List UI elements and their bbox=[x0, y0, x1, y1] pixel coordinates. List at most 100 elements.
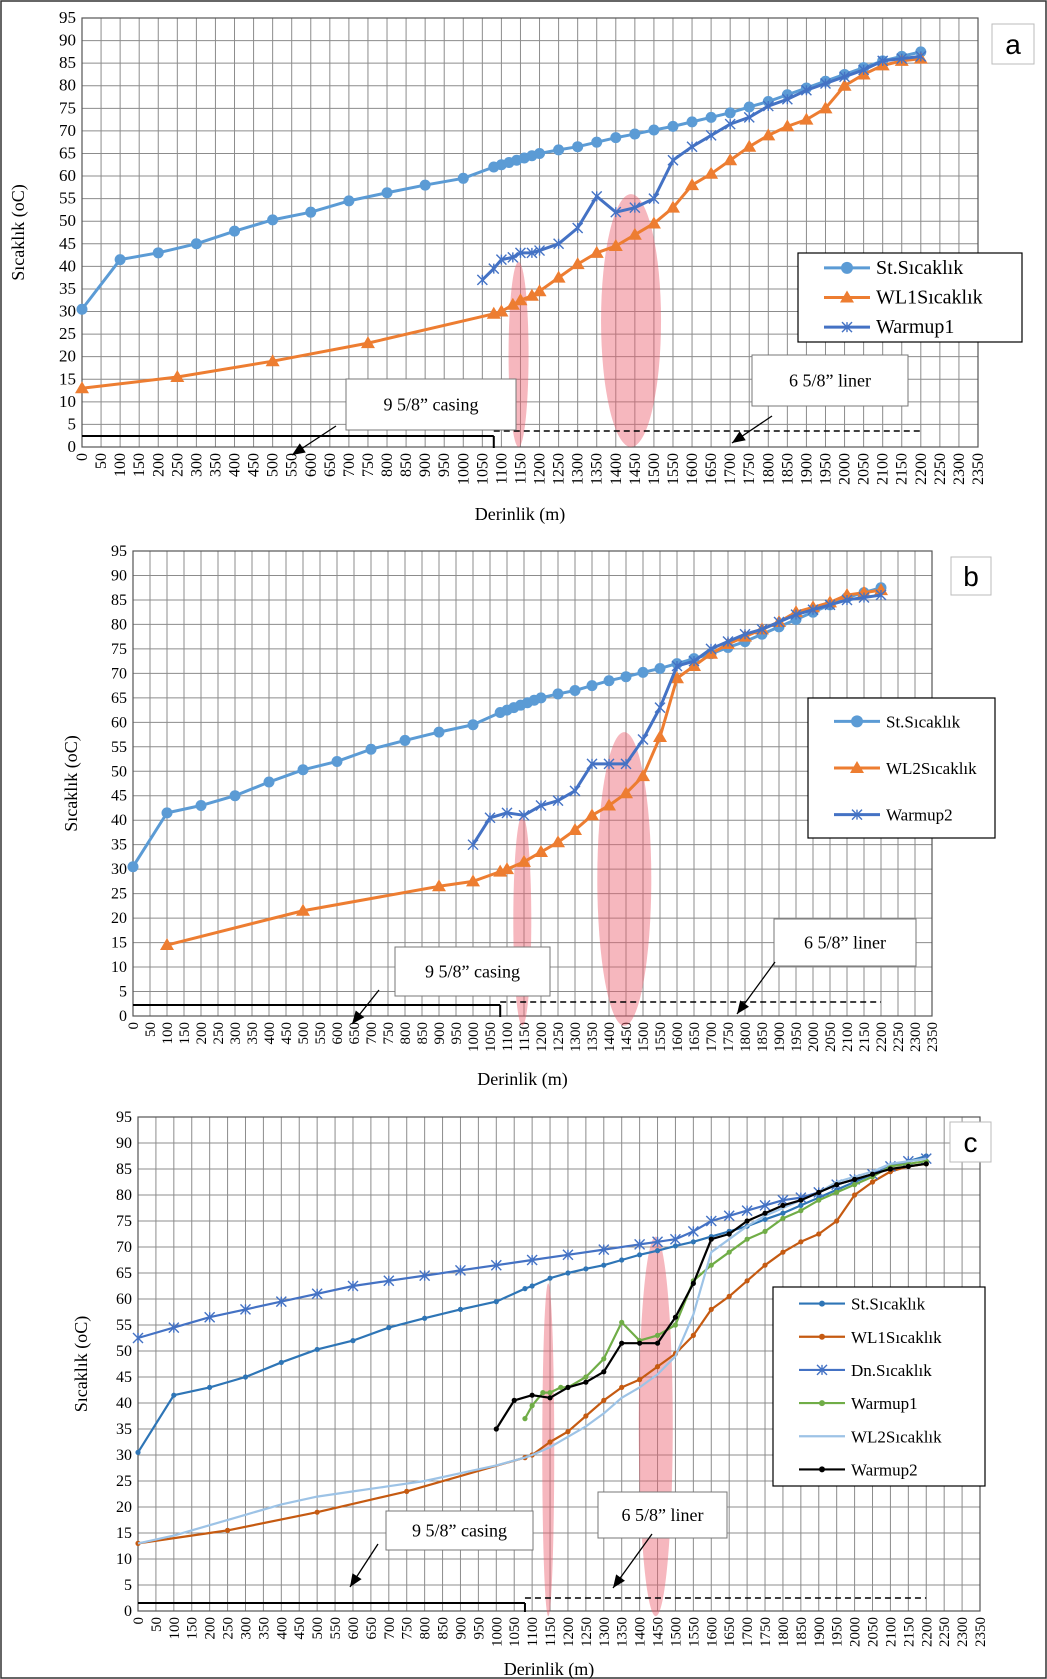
data-point bbox=[619, 1257, 625, 1263]
data-point bbox=[646, 216, 661, 229]
data-point bbox=[654, 1364, 661, 1370]
y-tick-label: 60 bbox=[59, 166, 76, 185]
y-tick-label: 15 bbox=[116, 1525, 132, 1542]
y-tick-label: 65 bbox=[59, 143, 76, 162]
data-point bbox=[422, 1315, 428, 1321]
data-point bbox=[263, 776, 275, 788]
series-st-s-cakl-k bbox=[135, 1153, 929, 1455]
x-tick-label: 1700 bbox=[722, 453, 739, 485]
y-tick-label: 75 bbox=[59, 98, 76, 117]
data-point bbox=[547, 1395, 553, 1401]
x-tick-label: 1600 bbox=[684, 453, 701, 485]
x-tick-label: 1400 bbox=[602, 1022, 618, 1052]
data-point bbox=[565, 1270, 571, 1276]
data-point bbox=[671, 660, 683, 672]
x-tick-label: 1650 bbox=[687, 1022, 703, 1052]
x-tick-label: 250 bbox=[221, 1617, 237, 1640]
data-point bbox=[887, 1166, 894, 1172]
data-point bbox=[381, 187, 393, 199]
data-point bbox=[877, 55, 889, 67]
data-point bbox=[708, 1236, 714, 1242]
x-tick-label: 850 bbox=[436, 1617, 452, 1640]
data-point bbox=[558, 1384, 564, 1390]
data-point bbox=[834, 1218, 840, 1224]
x-tick-label: 600 bbox=[330, 1022, 346, 1045]
panel-label: c bbox=[964, 1127, 978, 1158]
data-point bbox=[457, 1306, 464, 1312]
data-point bbox=[135, 1449, 141, 1455]
x-tick-label: 2300 bbox=[955, 1617, 971, 1647]
data-point bbox=[160, 938, 174, 951]
x-tick-label: 50 bbox=[149, 1617, 165, 1632]
data-point bbox=[800, 84, 812, 96]
data-point bbox=[532, 284, 547, 297]
x-tick-label: 1300 bbox=[568, 1022, 584, 1052]
data-point bbox=[572, 141, 584, 153]
x-tick-label: 350 bbox=[256, 1617, 272, 1640]
data-point bbox=[636, 769, 650, 782]
data-point bbox=[265, 354, 280, 367]
data-point bbox=[591, 136, 603, 148]
y-tick-label: 90 bbox=[116, 1135, 132, 1152]
x-tick-label: 600 bbox=[303, 453, 320, 477]
data-point bbox=[239, 1303, 251, 1315]
data-point bbox=[905, 1163, 911, 1169]
data-point bbox=[665, 200, 680, 213]
data-point bbox=[744, 1278, 750, 1284]
data-point bbox=[648, 124, 660, 136]
y-tick-label: 30 bbox=[59, 302, 76, 321]
data-point bbox=[690, 1239, 696, 1245]
series-warmup1 bbox=[476, 50, 927, 286]
x-tick-label: 2200 bbox=[874, 1022, 890, 1052]
x-tick-label: 1950 bbox=[817, 453, 834, 485]
data-point bbox=[565, 1429, 571, 1435]
data-point bbox=[360, 336, 375, 349]
data-point bbox=[275, 1296, 287, 1308]
data-point bbox=[591, 190, 603, 202]
x-tick-label: 1200 bbox=[532, 453, 549, 485]
data-point bbox=[723, 153, 738, 166]
y-tick-label: 45 bbox=[111, 788, 127, 805]
data-point bbox=[780, 1249, 786, 1255]
data-point bbox=[816, 1189, 822, 1195]
legend: St.Sıcaklık WL2Sıcaklık Warmup2 bbox=[807, 697, 996, 839]
data-point bbox=[476, 274, 488, 286]
x-tick-label: 2200 bbox=[919, 1617, 935, 1647]
data-point bbox=[551, 270, 566, 283]
data-point bbox=[722, 636, 734, 648]
x-axis-title: Derinlik (m) bbox=[504, 1659, 594, 1679]
y-tick-label: 55 bbox=[116, 1317, 132, 1334]
liner-box bbox=[597, 1491, 728, 1539]
y-tick-label: 30 bbox=[111, 861, 127, 878]
legend: St.Sıcaklık WL1Sıcaklık Dn.Sıcaklık Warmup1… bbox=[772, 1286, 986, 1487]
data-point bbox=[242, 1374, 249, 1380]
x-tick-label: 650 bbox=[347, 1022, 363, 1045]
data-point bbox=[484, 812, 496, 824]
data-point bbox=[490, 1259, 502, 1271]
x-tick-label: 1350 bbox=[589, 453, 606, 485]
x-tick-label: 1650 bbox=[722, 1617, 738, 1647]
data-point bbox=[686, 116, 698, 128]
data-point bbox=[570, 257, 585, 270]
liner-label: 6 5/8” liner bbox=[622, 1505, 704, 1525]
y-tick-label: 70 bbox=[116, 1239, 132, 1256]
x-tick-label: 1550 bbox=[653, 1022, 669, 1052]
y-tick-label: 15 bbox=[59, 369, 76, 388]
legend-marker bbox=[819, 1300, 825, 1307]
legend-marker bbox=[819, 1333, 825, 1340]
legend-marker bbox=[841, 261, 853, 274]
data-point bbox=[386, 1325, 392, 1331]
legend-label: WL1Sıcaklık bbox=[876, 287, 983, 309]
data-point bbox=[568, 823, 582, 835]
x-tick-label: 550 bbox=[284, 453, 301, 477]
panel-label-box bbox=[950, 556, 992, 596]
data-point bbox=[619, 1319, 625, 1325]
data-point bbox=[762, 1262, 768, 1268]
x-tick-label: 600 bbox=[346, 1617, 362, 1640]
x-axis-title: Derinlik (m) bbox=[477, 1069, 567, 1090]
x-tick-label: 2200 bbox=[913, 453, 930, 485]
legend-marker bbox=[851, 809, 863, 821]
data-point bbox=[601, 1356, 607, 1362]
data-point bbox=[688, 655, 700, 667]
